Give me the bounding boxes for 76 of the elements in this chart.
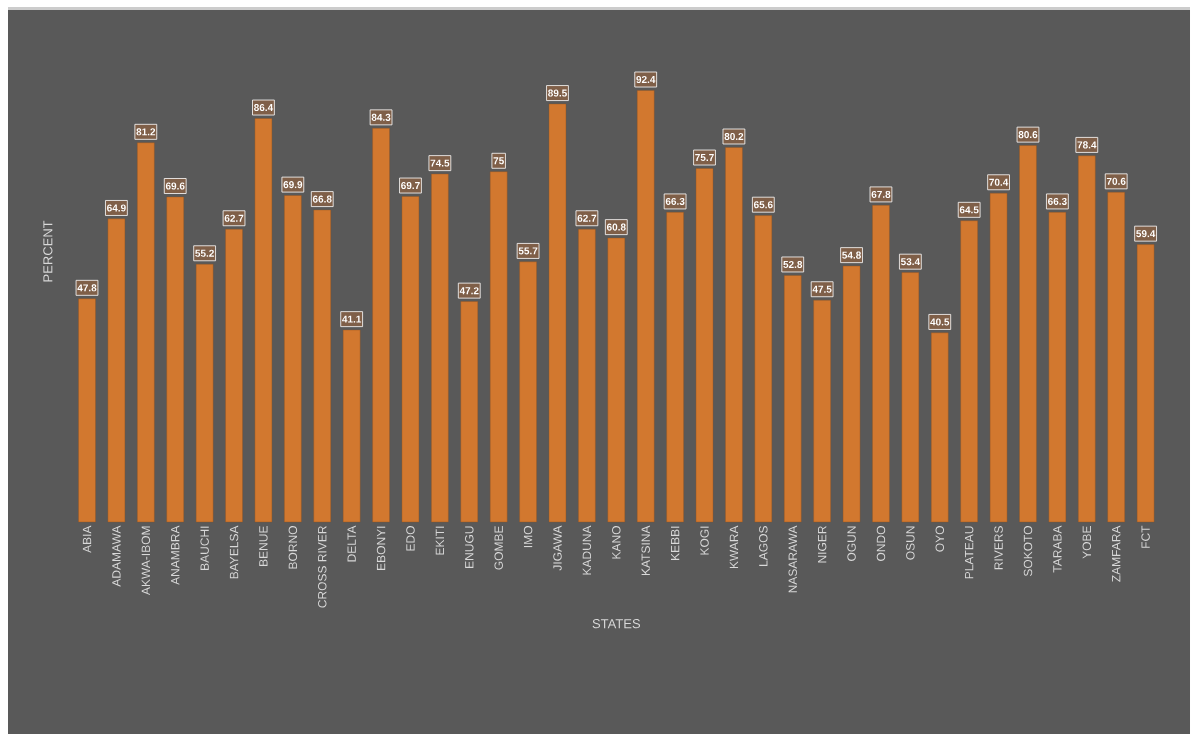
x-tick-label: KANO (612, 526, 621, 559)
x-tick-label: AKWA-IBOM (141, 526, 151, 596)
x-tick-label: ADAMAWA (112, 525, 121, 587)
x-tick-label: ABIA (82, 525, 92, 553)
data-label: 62.7 (224, 214, 244, 222)
x-tick-label: BORNO (288, 526, 298, 569)
data-label: 80.6 (1018, 131, 1038, 139)
data-label: 66.8 (312, 195, 332, 203)
data-label: 41.1 (342, 315, 362, 323)
data-label: 53.4 (900, 258, 921, 266)
data-label: 84.3 (371, 113, 391, 121)
x-tick-label: PLATEAU (964, 526, 974, 579)
data-label: 67.8 (871, 190, 891, 198)
data-label: 66.3 (665, 197, 685, 205)
x-tick-label: RIVERS (994, 526, 1003, 570)
data-label: 78.4 (1077, 141, 1097, 149)
data-label: 64.5 (959, 206, 979, 214)
x-tick-label: ENUGU (465, 526, 474, 568)
data-label: 80.2 (724, 132, 744, 141)
data-label: 60.8 (606, 223, 626, 231)
data-label: 55.7 (518, 247, 538, 255)
data-label: 62.7 (577, 214, 597, 222)
x-tick-label: EDO (406, 526, 415, 551)
x-tick-label: BENUE (259, 526, 268, 566)
x-tick-label: GOMBE (494, 526, 503, 570)
data-label: 74.5 (430, 159, 450, 167)
data-label: 47.8 (77, 284, 97, 292)
data-label: 52.8 (783, 260, 803, 269)
x-tick-label: DELTA (347, 525, 356, 562)
x-tick-label: ZAMFARA (1112, 525, 1121, 582)
x-tick-label: YOBE (1082, 526, 1092, 559)
x-tick-label: JIGAWA (553, 525, 562, 571)
x-tick-label: EBONYI (376, 526, 386, 570)
x-tick-label: NASARAWA (788, 525, 797, 593)
x-tick-label: ONDO (876, 526, 886, 561)
data-label: 75 (493, 157, 504, 165)
x-tick-label: IMO (523, 526, 533, 548)
x-tick-label: OSUN (906, 526, 915, 560)
data-label: 40.5 (930, 318, 950, 326)
data-label: 66.3 (1048, 197, 1067, 205)
data-label: 70.4 (989, 178, 1009, 186)
data-label: 69.7 (401, 182, 420, 190)
data-label: 92.4 (636, 75, 656, 84)
x-tick-label: CROSS RIVER (318, 526, 327, 608)
x-tick-label: KATSINA (641, 525, 650, 575)
data-label: 59.4 (1136, 230, 1156, 238)
x-tick-label: EKITI (435, 526, 444, 555)
data-label: 70.6 (1106, 177, 1126, 185)
x-tick-label: KWARA (729, 525, 739, 569)
x-tick-label: KADUNA (582, 525, 592, 575)
data-label: 89.5 (548, 89, 567, 97)
data-label: 69.9 (283, 181, 303, 189)
x-tick-label: TARABA (1053, 525, 1062, 573)
x-tick-label: LAGOS (759, 526, 768, 566)
x-tick-label: OGUN (847, 526, 856, 561)
x-tick-label: BAUCHI (200, 526, 209, 570)
data-label: 55.2 (195, 249, 214, 257)
data-label: 47.2 (459, 287, 479, 295)
x-tick-label: NIGER (817, 526, 827, 563)
data-label: 75.7 (695, 154, 714, 161)
x-tick-label: BAYELSA (229, 525, 239, 579)
data-label: 86.4 (254, 104, 274, 112)
data-label: 54.8 (842, 251, 861, 259)
data-label: 81.2 (136, 128, 156, 136)
x-tick-label: ANAMBRA (171, 525, 180, 585)
data-label: 69.6 (165, 182, 185, 190)
x-tick-label: KEBBI (670, 526, 680, 560)
data-label: 47.5 (812, 285, 832, 293)
x-tick-label: OYO (935, 526, 944, 552)
data-label: 64.9 (107, 204, 126, 212)
x-tick-label: FCT (1141, 525, 1150, 548)
data-label: 65.6 (753, 201, 773, 209)
y-axis-title: PERCENT (43, 220, 53, 282)
x-tick-label: KOGI (700, 526, 709, 555)
x-tick-label: SOKOTO (1023, 526, 1033, 577)
x-axis-title: STATES (592, 619, 641, 629)
